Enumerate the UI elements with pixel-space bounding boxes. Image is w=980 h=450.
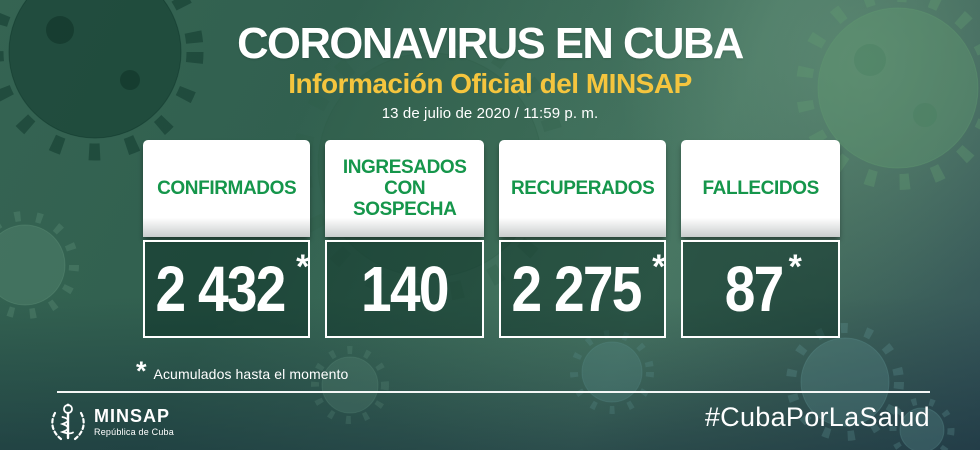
page-title: CORONAVIRUS EN CUBA (237, 19, 744, 68)
footnote-asterisk: * (136, 356, 147, 386)
minsap-logo: MINSAP República de Cuba (48, 401, 174, 443)
header: CORONAVIRUS EN CUBA Información Oficial … (0, 0, 980, 123)
stat-card-recuperados: RECUPERADOS 2 275 * (499, 140, 667, 338)
stat-label: INGRESADOS CON SOSPECHA (325, 140, 484, 237)
page-subtitle: Información Oficial del MINSAP (288, 68, 692, 99)
footer-divider (57, 391, 930, 393)
asterisk-marker: * (296, 248, 310, 286)
logo-text: MINSAP República de Cuba (94, 405, 174, 438)
stat-value-panel: 87 * (681, 240, 840, 338)
stat-label: FALLECIDOS (681, 140, 840, 237)
stat-label: CONFIRMADOS (143, 140, 311, 237)
stat-card-confirmados: CONFIRMADOS 2 432 * (143, 140, 311, 338)
stat-value: 140 (361, 253, 449, 325)
hashtag: #CubaPorLaSalud (704, 402, 930, 432)
footnote-text: Acumulados hasta el momento (153, 366, 349, 382)
logo-title: MINSAP (94, 405, 171, 426)
asterisk-marker: * (788, 248, 802, 286)
stats-row: CONFIRMADOS 2 432 * INGRESADOS CON SOSPE… (143, 140, 840, 338)
logo-subtitle: República de Cuba (94, 427, 174, 438)
stat-card-fallecidos: FALLECIDOS 87 * (681, 140, 840, 338)
stat-value: 2 432 (155, 253, 287, 325)
stat-value-panel: 140 (325, 240, 484, 338)
asterisk-marker: * (652, 248, 666, 286)
stat-value: 87 (725, 253, 785, 325)
footnote: * Acumulados hasta el momento (136, 358, 348, 385)
stat-card-ingresados: INGRESADOS CON SOSPECHA 140 (325, 140, 484, 338)
stat-value-panel: 2 275 * (499, 240, 667, 338)
stat-value: 2 275 (511, 253, 643, 325)
caduceus-icon (51, 403, 85, 441)
stat-value-panel: 2 432 * (143, 240, 311, 338)
stat-label: RECUPERADOS (499, 140, 667, 237)
report-date: 13 de julio de 2020 / 11:59 p. m. (381, 105, 599, 123)
